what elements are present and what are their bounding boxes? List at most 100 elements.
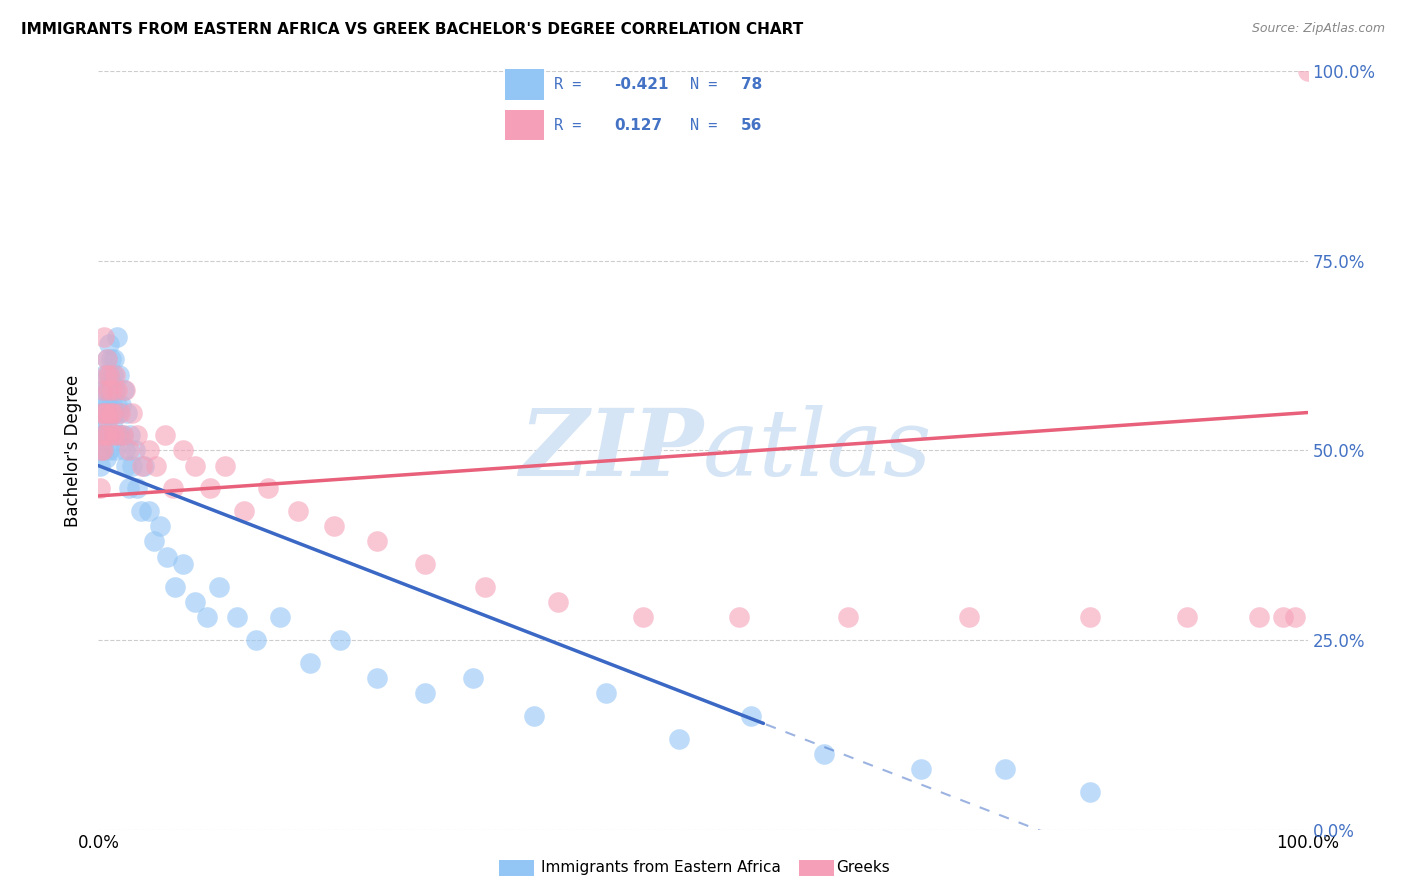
- Text: R =: R =: [554, 118, 581, 133]
- Point: [93, 330, 115, 344]
- Point: [1284, 610, 1306, 624]
- Point: [474, 580, 496, 594]
- Point: [100, 352, 122, 367]
- Point: [329, 633, 352, 648]
- Text: IMMIGRANTS FROM EASTERN AFRICA VS GREEK BACHELOR'S DEGREE CORRELATION CHART: IMMIGRANTS FROM EASTERN AFRICA VS GREEK …: [21, 22, 803, 37]
- Point: [91, 398, 114, 412]
- Point: [100, 376, 122, 390]
- Point: [121, 405, 143, 420]
- Point: [100, 383, 122, 397]
- Point: [94, 428, 117, 442]
- Point: [208, 580, 231, 594]
- Point: [103, 428, 125, 442]
- Point: [101, 413, 124, 427]
- Point: [97, 383, 120, 397]
- Point: [118, 428, 141, 442]
- Point: [91, 443, 114, 458]
- Point: [96, 383, 118, 397]
- Point: [728, 610, 751, 624]
- Text: N =: N =: [689, 77, 717, 92]
- Point: [129, 504, 152, 518]
- Point: [413, 557, 436, 572]
- Point: [523, 708, 546, 723]
- Point: [124, 443, 146, 458]
- Point: [232, 504, 254, 518]
- Point: [957, 610, 980, 624]
- Point: [143, 534, 166, 549]
- Point: [138, 443, 160, 458]
- Point: [91, 428, 114, 442]
- Point: [111, 428, 134, 442]
- Point: [107, 428, 129, 442]
- Point: [117, 405, 139, 420]
- Point: [740, 708, 762, 723]
- FancyBboxPatch shape: [505, 110, 544, 140]
- Point: [107, 428, 129, 442]
- Point: [101, 405, 124, 420]
- Point: [94, 398, 117, 412]
- Point: [131, 458, 153, 473]
- Point: [1078, 610, 1101, 624]
- Point: [813, 747, 835, 761]
- Point: [115, 458, 138, 473]
- Point: [118, 482, 141, 496]
- Point: [172, 443, 194, 458]
- Text: 56: 56: [741, 118, 762, 133]
- Point: [91, 428, 114, 442]
- Point: [110, 398, 132, 412]
- Text: ZIP: ZIP: [519, 406, 703, 495]
- Point: [153, 428, 176, 442]
- Point: [96, 413, 118, 427]
- Point: [1296, 64, 1319, 78]
- Text: Immigrants from Eastern Africa: Immigrants from Eastern Africa: [541, 860, 782, 874]
- Text: -0.421: -0.421: [614, 77, 668, 92]
- Point: [90, 443, 112, 458]
- Point: [104, 368, 127, 382]
- Point: [94, 451, 117, 466]
- Point: [91, 413, 114, 427]
- Point: [97, 428, 120, 442]
- Point: [1175, 610, 1198, 624]
- Point: [595, 686, 617, 700]
- Text: Source: ZipAtlas.com: Source: ZipAtlas.com: [1251, 22, 1385, 36]
- Point: [156, 549, 179, 564]
- Point: [114, 443, 136, 458]
- Text: 78: 78: [741, 77, 762, 92]
- Point: [994, 762, 1017, 776]
- Point: [103, 405, 125, 420]
- Text: 0.127: 0.127: [614, 118, 662, 133]
- FancyBboxPatch shape: [505, 70, 544, 100]
- Point: [138, 504, 160, 518]
- Point: [127, 428, 149, 442]
- Point: [118, 443, 141, 458]
- Text: Greeks: Greeks: [837, 860, 890, 874]
- Point: [96, 352, 118, 367]
- Point: [104, 443, 127, 458]
- Point: [101, 368, 124, 382]
- Point: [105, 398, 128, 412]
- Point: [103, 352, 125, 367]
- Point: [100, 405, 122, 420]
- Point: [91, 383, 114, 397]
- Point: [121, 458, 143, 473]
- Point: [93, 368, 115, 382]
- Point: [184, 595, 207, 609]
- Point: [108, 428, 131, 442]
- Text: N =: N =: [689, 118, 717, 133]
- Point: [108, 368, 131, 382]
- Point: [149, 519, 172, 533]
- Point: [195, 610, 218, 624]
- Point: [96, 352, 118, 367]
- Point: [98, 428, 121, 442]
- Point: [226, 610, 249, 624]
- Point: [105, 383, 128, 397]
- Point: [111, 428, 134, 442]
- Point: [98, 383, 121, 397]
- Point: [134, 458, 156, 473]
- Point: [100, 405, 122, 420]
- Point: [89, 458, 111, 473]
- Point: [299, 656, 322, 670]
- Point: [98, 337, 121, 351]
- Point: [98, 368, 121, 382]
- Point: [910, 762, 932, 776]
